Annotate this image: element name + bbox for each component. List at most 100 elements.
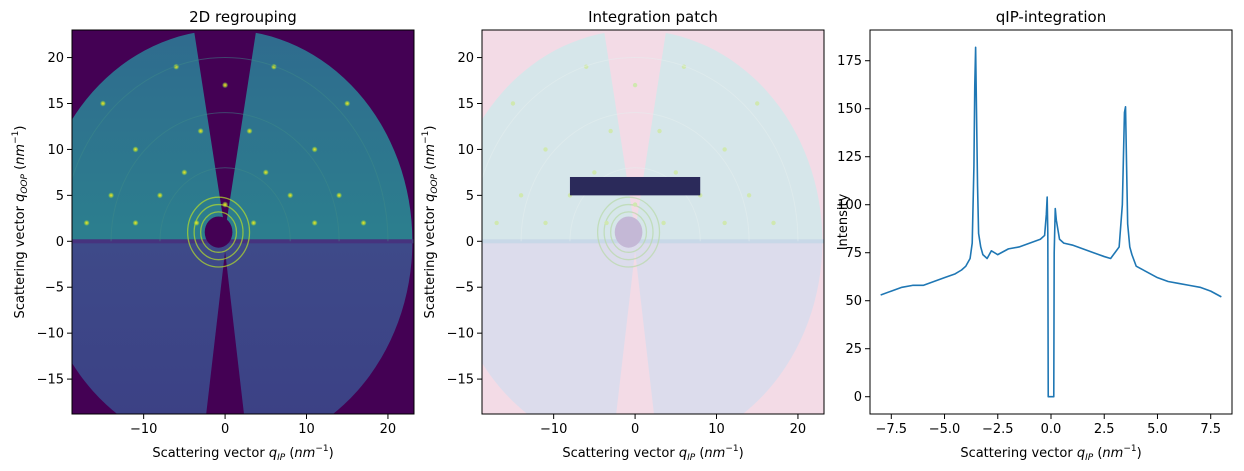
middle-bragg-peak — [510, 101, 516, 106]
left-bragg-peak — [221, 81, 229, 89]
left-debye-arc — [72, 57, 389, 242]
left-xtick-label: 0 — [221, 422, 229, 437]
right-xtick-label: −2.5 — [982, 422, 1014, 437]
middle-bragg-peak — [632, 202, 638, 207]
middle-ytick-label: 15 — [457, 97, 474, 112]
middle-ytick-label: −15 — [447, 373, 474, 388]
integration-patch — [569, 176, 701, 196]
right-xtick-label: −5.0 — [929, 422, 961, 437]
middle-ring — [596, 196, 661, 268]
right-xtick-label: −7.5 — [876, 422, 908, 437]
left-bragg-peak — [335, 192, 343, 199]
left-panel: 2D regrouping −10 0 10 20 −15 −10 −5 0 5 10 15 20 S… — [11, 8, 415, 463]
middle-detector-upper — [482, 30, 823, 242]
middle-ring — [603, 203, 654, 261]
middle-ytick-label: 0 — [466, 235, 474, 250]
left-beamstop — [204, 216, 233, 248]
left-bragg-peak — [197, 127, 204, 135]
left-xtick-label: 10 — [298, 422, 315, 437]
left-bragg-peak — [132, 219, 139, 227]
left-ytick-label: 10 — [47, 143, 64, 158]
left-debye-arc — [159, 167, 291, 242]
left-bragg-peak — [107, 192, 115, 199]
middle-ytick-label: 20 — [457, 51, 474, 66]
middle-title: Integration patch — [588, 8, 718, 26]
right-plot-area — [870, 30, 1232, 414]
right-ytick-label: 175 — [837, 54, 862, 69]
left-bragg-peak — [311, 219, 318, 227]
middle-gap-lower — [616, 251, 654, 414]
middle-bragg-peak — [592, 170, 597, 175]
left-debye-arc — [110, 112, 340, 242]
left-ring — [193, 203, 244, 261]
right-axes: −7.5 −5.0 −2.5 0.0 2.5 5.0 7.5 0 25 50 75 100 125 150… — [837, 54, 1221, 437]
left-ring — [200, 211, 238, 253]
middle-xtick-label: −10 — [540, 422, 567, 437]
middle-bragg-peak — [543, 147, 548, 152]
right-ytick-label: 75 — [845, 246, 862, 261]
middle-bragg-peak — [608, 128, 613, 134]
left-detector-upper — [72, 30, 413, 242]
middle-debye-arc — [569, 167, 701, 242]
right-ytick-label: 150 — [837, 102, 862, 117]
left-xtick-label: −10 — [130, 422, 157, 437]
right-ytick-label: 0 — [854, 390, 862, 405]
left-bragg-peak — [262, 169, 269, 176]
left-xlabel: Scattering vector qIP (nm−1) — [152, 444, 333, 463]
middle-detector-lower — [482, 241, 823, 414]
right-panel: qIP-integration −7.5 −5.0 −2.5 0.0 2.5 5.0 7.5… — [836, 8, 1233, 463]
middle-bragg-peak — [632, 82, 638, 88]
left-image — [72, 30, 414, 414]
left-horizon — [72, 239, 414, 244]
middle-bragg-peak — [673, 170, 678, 175]
middle-ytick-label: −5 — [455, 281, 474, 296]
middle-bragg-peak — [657, 128, 662, 134]
middle-xtick-label: 20 — [790, 422, 807, 437]
left-bragg-peak — [287, 192, 294, 199]
integration-series-line — [880, 46, 1222, 398]
left-bragg-peak — [156, 192, 164, 199]
right-ytick-label: 25 — [845, 342, 862, 357]
left-ytick-label: 5 — [56, 189, 64, 204]
middle-ylabel: Scattering vector qOOP (nm−1) — [421, 126, 440, 319]
left-detector — [72, 30, 414, 414]
left-features — [72, 57, 389, 268]
left-detector-lower — [72, 241, 413, 414]
right-title: qIP-integration — [996, 8, 1106, 26]
left-bragg-peak — [246, 127, 253, 135]
right-xlabel: Scattering vector qIP (nm−1) — [960, 444, 1141, 463]
middle-frame — [481, 29, 825, 415]
middle-xlabel: Scattering vector qIP (nm−1) — [562, 444, 743, 463]
right-ytick-label: 50 — [845, 294, 862, 309]
middle-ring — [610, 211, 648, 253]
middle-xtick-label: 10 — [708, 422, 725, 437]
left-ytick-label: 15 — [47, 97, 64, 112]
right-xtick-label: 7.5 — [1200, 422, 1221, 437]
middle-bragg-peak — [771, 220, 776, 226]
left-bragg-peak — [193, 219, 200, 227]
left-title: 2D regrouping — [189, 8, 297, 26]
middle-features — [482, 57, 799, 268]
right-ytick-label: 125 — [837, 150, 862, 165]
middle-debye-arc — [520, 112, 750, 242]
middle-bragg-peak — [543, 220, 548, 226]
middle-bragg-peak — [518, 193, 524, 198]
middle-bragg-peak — [755, 101, 760, 106]
left-ytick-label: 20 — [47, 51, 64, 66]
middle-panel: Integration patch −10 0 10 20 −15 −10 −5 0 5 10 15… — [421, 8, 825, 463]
middle-image — [482, 30, 824, 414]
left-ytick-label: 0 — [56, 235, 64, 250]
left-ytick-label: −5 — [45, 281, 64, 296]
left-xtick-label: 20 — [380, 422, 397, 437]
right-xtick-label: 2.5 — [1094, 422, 1115, 437]
left-bragg-peak — [250, 219, 257, 227]
middle-xtick-label: 0 — [631, 422, 639, 437]
left-bragg-peak — [83, 219, 90, 227]
left-bragg-peak — [181, 169, 188, 176]
middle-bragg-peak — [722, 147, 727, 152]
left-bragg-peak — [344, 100, 351, 107]
middle-axes: −10 0 10 20 −15 −10 −5 0 5 10 15 20 — [447, 51, 807, 437]
middle-bragg-peak — [604, 220, 609, 226]
left-ytick-label: −15 — [37, 373, 64, 388]
